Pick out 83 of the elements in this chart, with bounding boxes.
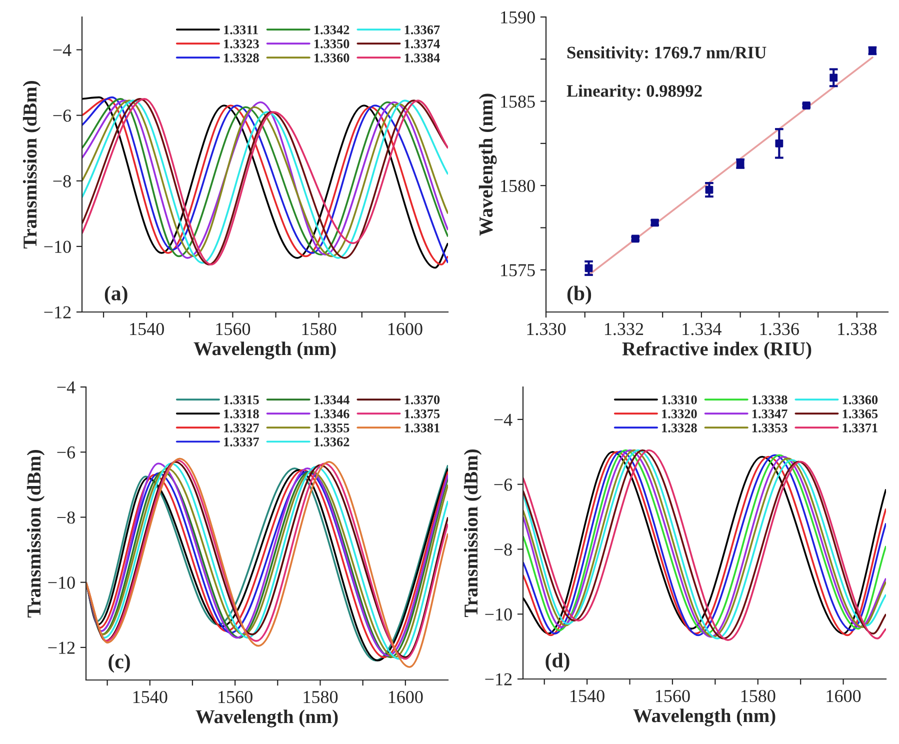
legend-label: 1.3311: [224, 25, 258, 34]
legend-label: 1.3328: [662, 423, 697, 432]
y-tick-label: −12: [485, 673, 512, 686]
x-tick-label: 1540: [130, 322, 164, 336]
y-axis-title: Transmission (dBm): [22, 80, 41, 249]
legend-label: 1.3327: [224, 423, 259, 432]
x-tick-label: 1540: [133, 690, 168, 704]
legend-label: 1.3347: [752, 409, 788, 418]
y-tick-label: −12: [48, 642, 75, 654]
x-axis-title: Wavelength (nm): [196, 710, 338, 728]
x-tick-label: 1.336: [760, 322, 799, 336]
x-tick-label: 1560: [656, 690, 690, 702]
annotation: (c): [108, 654, 130, 673]
y-tick-label: −10: [485, 608, 512, 621]
x-tick-label: 1560: [218, 690, 252, 704]
y-tick-label: −10: [44, 240, 71, 253]
legend-label: 1.3355: [314, 423, 350, 432]
x-tick-label: 1580: [304, 690, 338, 704]
legend-label: 1.3342: [314, 25, 350, 34]
x-tick-label: 1580: [302, 322, 336, 336]
legend-label: 1.3315: [224, 395, 259, 404]
x-tick-label: 1.338: [838, 322, 877, 336]
annotation: Linearity: 0.98992: [566, 84, 702, 100]
x-tick-label: 1540: [570, 690, 604, 702]
annotation: Sensitivity: 1769.7 nm/RIU: [567, 46, 766, 62]
legend-label: 1.3370: [404, 395, 440, 404]
y-tick-label: −6: [57, 446, 76, 459]
y-tick-label: −8: [53, 175, 71, 188]
legend-label: 1.3367: [404, 25, 440, 34]
y-tick-label: −10: [48, 576, 75, 589]
x-tick-label: 1.334: [682, 322, 722, 336]
y-axis-title: Transmission (dBm): [26, 450, 45, 618]
point: [775, 139, 784, 148]
legend-label: 1.3337: [224, 437, 259, 446]
legend-label: 1.3320: [662, 409, 697, 418]
legend-label: 1.3374: [404, 39, 440, 48]
legend-label: 1.3375: [404, 409, 440, 418]
y-tick-label: −12: [44, 306, 71, 318]
x-axis-title: Refractive index (RIU): [622, 342, 812, 360]
legend-label: 1.3318: [224, 409, 259, 418]
y-tick-label: −8: [57, 511, 75, 524]
x-tick-label: 1.332: [605, 322, 644, 336]
y-axis-title: Transmission (dBm): [464, 449, 482, 618]
x-axis-title: Wavelength (nm): [633, 708, 776, 726]
annotation: (a): [104, 286, 128, 305]
y-tick-label: −4: [494, 414, 512, 426]
point: [830, 74, 838, 82]
legend-label: 1.3338: [752, 395, 788, 404]
x-tick-label: 1580: [741, 690, 776, 702]
x-tick-label: 1560: [216, 322, 250, 336]
legend-label: 1.3328: [224, 53, 259, 62]
legend-label: 1.3350: [314, 39, 350, 48]
x-tick-label: 1600: [388, 322, 422, 336]
legend-label: 1.3344: [314, 395, 350, 404]
x-axis-title: Wavelength (nm): [194, 342, 336, 360]
y-tick-label: 1580: [501, 180, 535, 192]
y-tick-label: −6: [494, 478, 512, 491]
y-axis-title: Wavelength (nm): [478, 94, 497, 236]
legend-label: 1.3310: [662, 395, 697, 404]
legend-label: 1.3323: [224, 39, 259, 48]
y-tick-label: 1585: [501, 96, 535, 108]
y-tick-label: 1575: [501, 264, 535, 276]
x-tick-label: 1600: [826, 690, 861, 702]
point: [584, 264, 593, 272]
y-tick-label: −8: [494, 543, 512, 556]
x-tick-label: 1.330: [527, 322, 566, 336]
y-tick-label: −4: [57, 381, 76, 394]
legend-label: 1.3346: [314, 409, 350, 418]
legend-label: 1.3360: [842, 395, 878, 404]
legend-label: 1.3360: [314, 53, 350, 62]
legend-label: 1.3371: [842, 423, 878, 432]
legend-label: 1.3362: [314, 437, 350, 446]
legend-label: 1.3353: [752, 423, 788, 432]
annotation: (b): [567, 286, 592, 305]
annotation: (d): [546, 652, 570, 672]
y-tick-label: 1590: [501, 11, 535, 24]
legend-label: 1.3384: [404, 53, 440, 62]
x-tick-label: 1600: [388, 690, 423, 704]
legend-label: 1.3381: [404, 423, 440, 432]
y-tick-label: −4: [53, 44, 72, 56]
legend-label: 1.3365: [842, 409, 878, 418]
point: [705, 186, 714, 194]
y-tick-label: −6: [53, 110, 72, 122]
